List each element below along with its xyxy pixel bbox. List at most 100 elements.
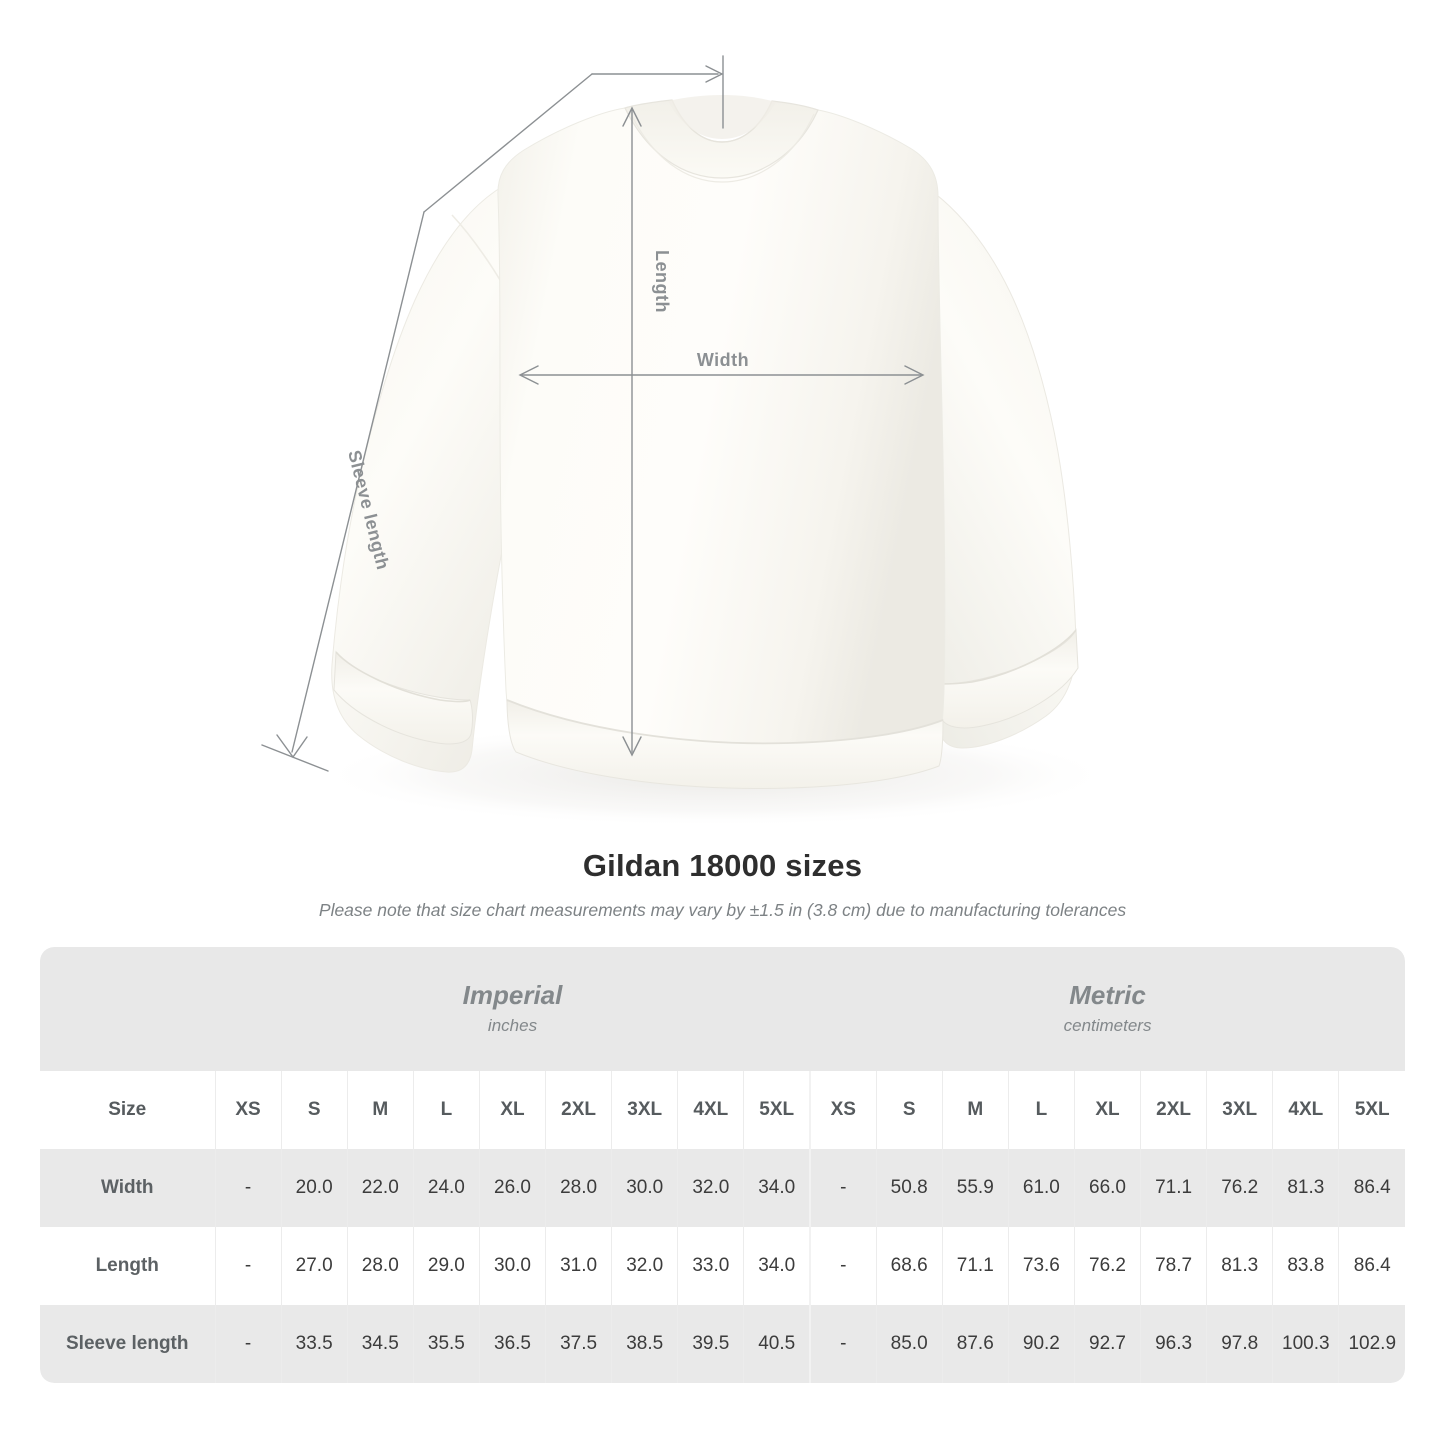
unit-header-imperial: Imperial inches — [215, 947, 810, 1071]
cell-length-metric-m: 71.1 — [942, 1227, 1009, 1305]
column-header-metric-l: L — [1008, 1071, 1075, 1149]
column-header-metric-xl: XL — [1074, 1071, 1142, 1149]
cell-width-metric-5xl: 86.4 — [1338, 1149, 1406, 1227]
size-chart-table: Imperial inches Metric centimeters Size XS S M L… — [40, 947, 1406, 1383]
right-cuff-seam — [940, 629, 1077, 685]
width-annotation-label: Width — [697, 350, 749, 370]
hem-seam — [506, 699, 944, 745]
cell-width-metric-4xl: 81.3 — [1272, 1149, 1340, 1227]
width-arrow-right — [904, 365, 925, 385]
cell-length-metric-xl: 76.2 — [1074, 1227, 1142, 1305]
cell-sleeve-length-imperial-3xl: 38.5 — [611, 1305, 679, 1383]
cell-sleeve-length-imperial-2xl: 37.5 — [545, 1305, 613, 1383]
title-block: Gildan 18000 sizes Please note that size… — [0, 845, 1445, 925]
cell-width-imperial-l: 24.0 — [413, 1149, 480, 1227]
cell-width-metric-s: 50.8 — [876, 1149, 943, 1227]
sleeve-line — [291, 211, 425, 753]
row-label-sleeve-length: Sleeve length — [40, 1305, 216, 1383]
column-header-imperial-xl: XL — [479, 1071, 547, 1149]
column-header-imperial-4xl: 4XL — [677, 1071, 745, 1149]
table-row-width: Width -20.0 22.0 24.0 26.0 28.0 30.0 32.0 34.0-5… — [40, 1149, 1406, 1227]
sweatshirt-body — [497, 107, 946, 784]
cell-width-imperial-m: 22.0 — [347, 1149, 414, 1227]
cell-width-imperial-xl: 26.0 — [479, 1149, 547, 1227]
column-header-metric-5xl: 5XL — [1338, 1071, 1406, 1149]
width-arrow-left — [518, 365, 539, 385]
cell-sleeve-length-metric-m: 87.6 — [942, 1305, 1009, 1383]
unit-name-metric: Metric — [1069, 980, 1146, 1010]
unit-name-imperial: Imperial — [462, 980, 563, 1010]
sleeve-end-tick — [261, 744, 329, 772]
cell-length-imperial-l: 29.0 — [413, 1227, 480, 1305]
cell-length-metric-xs: - — [810, 1227, 877, 1305]
unit-header-metric: Metric centimeters — [810, 947, 1406, 1071]
cell-sleeve-length-imperial-4xl: 39.5 — [677, 1305, 745, 1383]
cell-length-imperial-xl: 30.0 — [479, 1227, 547, 1305]
cell-sleeve-length-metric-3xl: 97.8 — [1206, 1305, 1274, 1383]
cell-width-metric-xl: 66.0 — [1074, 1149, 1142, 1227]
cell-length-imperial-s: 27.0 — [281, 1227, 348, 1305]
length-annotation-label: Length — [652, 250, 672, 313]
cell-sleeve-length-imperial-5xl: 40.5 — [743, 1305, 812, 1383]
cell-sleeve-length-imperial-s: 33.5 — [281, 1305, 348, 1383]
cell-width-imperial-2xl: 28.0 — [545, 1149, 613, 1227]
size-header-row: Size XS S M L XL 2XL 3XL 4XL 5XL XS S M L XL 2XL 3XL 4XL 5… — [40, 1071, 1406, 1149]
cell-width-imperial-3xl: 30.0 — [611, 1149, 679, 1227]
row-label-length: Length — [40, 1227, 216, 1305]
cell-width-imperial-xs: - — [215, 1149, 282, 1227]
cell-sleeve-length-imperial-xs: - — [215, 1305, 282, 1383]
row-label-width: Width — [40, 1149, 216, 1227]
unit-sub-imperial: inches — [487, 1016, 538, 1035]
cell-width-metric-xs: - — [810, 1149, 877, 1227]
unit-sub-metric: centimeters — [1063, 1016, 1152, 1035]
cell-sleeve-length-metric-4xl: 100.3 — [1272, 1305, 1340, 1383]
cell-sleeve-length-metric-s: 85.0 — [876, 1305, 943, 1383]
column-header-size: Size — [40, 1071, 216, 1149]
sleeve-leader-arrow — [705, 65, 724, 83]
cell-sleeve-length-imperial-xl: 36.5 — [479, 1305, 547, 1383]
cell-width-imperial-s: 20.0 — [281, 1149, 348, 1227]
cell-length-imperial-m: 28.0 — [347, 1227, 414, 1305]
garment-illustration: Length Width Sleeve length — [261, 55, 1115, 827]
sleeve-arrow-bottom — [276, 734, 308, 759]
cell-length-metric-l: 73.6 — [1008, 1227, 1075, 1305]
column-header-imperial-2xl: 2XL — [545, 1071, 613, 1149]
column-header-metric-s: S — [876, 1071, 943, 1149]
page-subtitle: Please note that size chart measurements… — [318, 900, 1127, 920]
cell-sleeve-length-metric-2xl: 96.3 — [1140, 1305, 1208, 1383]
column-header-metric-2xl: 2XL — [1140, 1071, 1208, 1149]
column-header-imperial-s: S — [281, 1071, 348, 1149]
length-arrow-bottom — [622, 736, 642, 757]
cell-length-metric-2xl: 78.7 — [1140, 1227, 1208, 1305]
cell-length-imperial-5xl: 34.0 — [743, 1227, 812, 1305]
cell-width-metric-3xl: 76.2 — [1206, 1149, 1274, 1227]
cell-width-metric-m: 55.9 — [942, 1149, 1009, 1227]
cell-length-imperial-3xl: 32.0 — [611, 1227, 679, 1305]
column-header-metric-3xl: 3XL — [1206, 1071, 1274, 1149]
page-title: Gildan 18000 sizes — [582, 848, 863, 883]
cell-length-metric-5xl: 86.4 — [1338, 1227, 1406, 1305]
cell-length-metric-s: 68.6 — [876, 1227, 943, 1305]
column-header-imperial-3xl: 3XL — [611, 1071, 679, 1149]
cell-length-metric-4xl: 83.8 — [1272, 1227, 1340, 1305]
cell-width-imperial-4xl: 32.0 — [677, 1149, 745, 1227]
cell-width-metric-l: 61.0 — [1008, 1149, 1075, 1227]
column-header-metric-m: M — [942, 1071, 1009, 1149]
column-header-imperial-l: L — [413, 1071, 480, 1149]
cell-length-metric-3xl: 81.3 — [1206, 1227, 1274, 1305]
cell-length-imperial-2xl: 31.0 — [545, 1227, 613, 1305]
collar-outer-edge — [629, 111, 815, 183]
cell-sleeve-length-metric-xl: 92.7 — [1074, 1305, 1142, 1383]
cell-sleeve-length-imperial-l: 35.5 — [413, 1305, 480, 1383]
length-arrow-top — [622, 106, 642, 127]
cell-width-metric-2xl: 71.1 — [1140, 1149, 1208, 1227]
cell-sleeve-length-imperial-m: 34.5 — [347, 1305, 414, 1383]
table-row-sleeve-length: Sleeve length -33.5 34.5 35.5 36.5 37.5 38.5 39… — [40, 1305, 1406, 1383]
column-header-imperial-xs: XS — [215, 1071, 282, 1149]
inner-neck-shading — [668, 95, 776, 139]
column-header-imperial-5xl: 5XL — [743, 1071, 812, 1149]
column-header-metric-xs: XS — [810, 1071, 877, 1149]
cell-sleeve-length-metric-l: 90.2 — [1008, 1305, 1075, 1383]
table-row-length: Length -27.0 28.0 29.0 30.0 31.0 32.0 33.0 34.0-… — [40, 1227, 1406, 1305]
unit-banner-row: Imperial inches Metric centimeters — [40, 947, 1406, 1071]
